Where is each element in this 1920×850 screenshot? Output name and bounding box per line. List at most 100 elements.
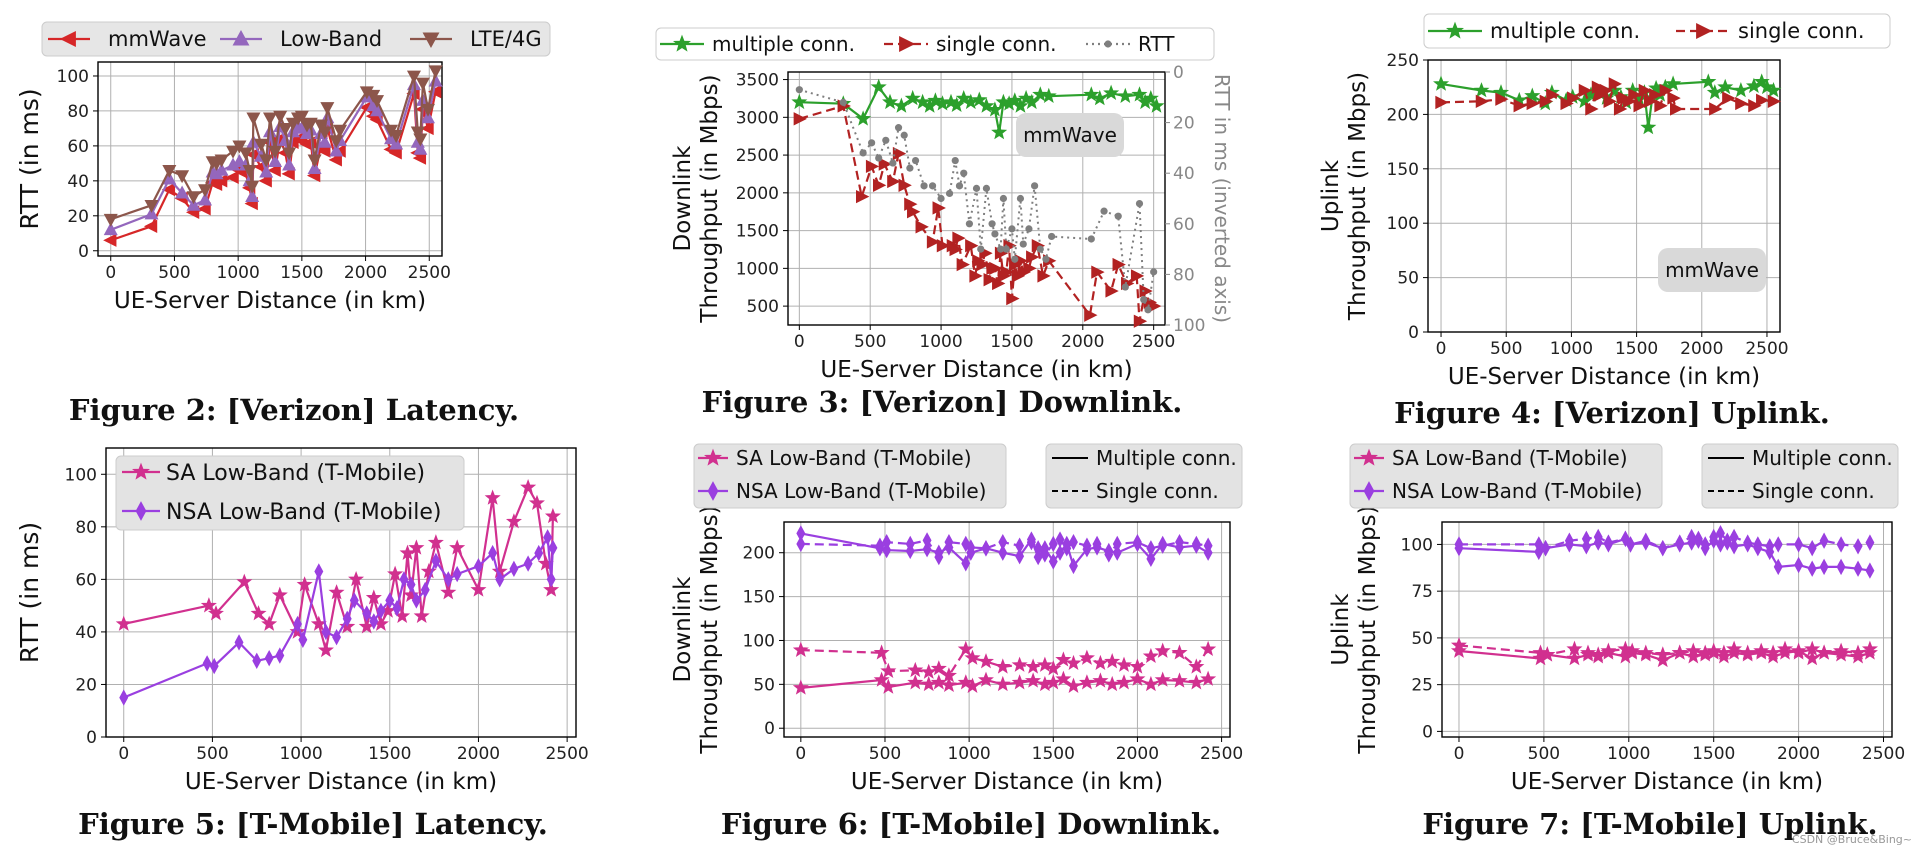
data-point [1036,656,1053,672]
data-point [1566,640,1583,656]
x-tick-label: 2000 [1061,332,1104,352]
data-point [1040,87,1057,103]
data-point [413,141,428,155]
data-point [387,565,404,581]
data-point [1729,528,1739,546]
data-point [898,178,912,192]
legend-box [115,455,465,531]
legend-marker [707,481,719,501]
y-tick-label: 80 [75,518,97,538]
data-point [1777,640,1794,656]
fig2-caption: Figure 2: [Verizon] Latency. [69,393,519,427]
data-point [1011,674,1028,690]
data-point [250,605,267,621]
data-point [1534,536,1544,553]
data-point [232,140,247,154]
data-point [880,662,897,678]
x-tick-label: 2500 [408,263,451,283]
x-tick-label: 0 [795,744,806,764]
data-point [1722,91,1736,105]
data-point [420,103,436,117]
data-point [245,189,260,202]
data-point [1055,531,1065,548]
fig4-caption: Figure 4: [Verizon] Uplink. [1394,396,1830,430]
data-point [1773,558,1783,576]
data-point [859,149,867,157]
y-tick-label: 40 [75,623,97,643]
data-point [1861,640,1878,656]
y-tick-label: 100 [743,631,775,651]
data-point [388,146,402,160]
data-point [1104,653,1121,669]
data-point [428,65,443,79]
y-tick-label: 100 [57,67,89,87]
data-point [900,131,908,139]
data-point [1705,642,1722,658]
series-rtt [795,86,1158,314]
y-axis-label: RTT (in ms) [15,522,44,663]
data-point [1091,89,1108,106]
data-point [1581,530,1591,548]
data-point [1729,538,1739,555]
y-tick-label: 2500 [736,146,779,166]
x-tick-label: 1000 [1607,744,1650,764]
data-point [1055,651,1072,667]
data-point [966,544,976,561]
data-point [1048,232,1056,241]
data-point [1600,642,1617,658]
data-point [988,220,996,228]
legend-marker [422,32,440,49]
x-tick-label: 2500 [545,744,588,764]
data-point [271,586,288,602]
fig3-chart: 0 500 1000 1500 2000 250050010001500200025003… [670,63,1234,383]
data-point [362,605,372,622]
data-point [415,77,430,91]
data-point [1121,283,1129,291]
data-point [1638,83,1653,98]
data-point [1087,235,1095,243]
x-tick-label: 500 [1490,339,1522,359]
data-point [1142,675,1159,692]
data-point [1048,553,1058,570]
plot-frame [783,521,1231,738]
y-right-axis-label: RTT in ms (inverted axis) [1210,74,1234,323]
legend-box [693,443,1007,509]
data-point [1671,644,1688,660]
data-point [1454,536,1464,553]
data-point [307,161,322,174]
data-point [1450,642,1467,658]
y-right-tick-label: 0 [1173,63,1184,83]
data-point [792,641,809,657]
data-point [964,649,981,665]
data-point [1853,560,1863,577]
data-point [1807,539,1817,557]
data-point [1062,540,1072,557]
x-tick-label: 1000 [279,744,322,764]
data-point [296,576,313,592]
data-point [855,189,870,204]
data-point [940,667,957,683]
data-point [994,675,1011,692]
data-point [1620,530,1630,548]
data-point [226,145,241,159]
data-point [427,534,444,550]
data-point [1146,540,1156,557]
data-point [440,584,457,600]
data-point [1590,646,1607,662]
data-point [484,489,501,505]
data-point [1100,207,1108,215]
data-point [1045,674,1062,690]
data-point [1092,535,1102,553]
data-point [1084,308,1098,322]
data-point [991,230,999,238]
data-point [920,675,937,692]
y-tick-label: 1000 [736,259,779,279]
data-point [1739,644,1756,660]
legend-marker [1363,481,1375,501]
x-tick-label: 2500 [1862,744,1905,764]
x-tick-label: 1500 [990,332,1033,352]
data-point [197,202,211,216]
data-point [944,533,954,551]
data-point [1865,534,1875,551]
data-point [342,610,352,627]
